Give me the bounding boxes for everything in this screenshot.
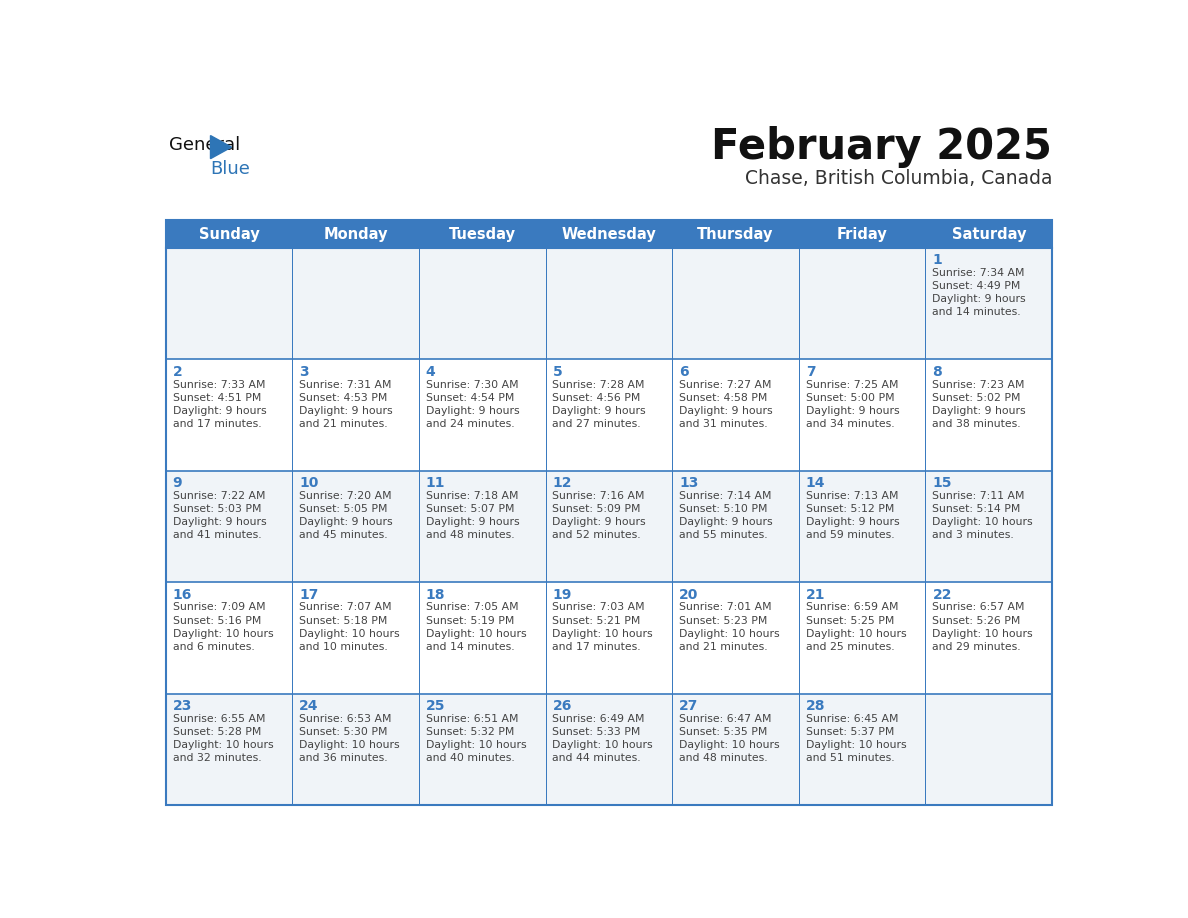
Text: Sunrise: 7:05 AM
Sunset: 5:19 PM
Daylight: 10 hours
and 14 minutes.: Sunrise: 7:05 AM Sunset: 5:19 PM Dayligh… — [425, 602, 526, 652]
Text: 26: 26 — [552, 700, 571, 713]
Text: Sunrise: 7:01 AM
Sunset: 5:23 PM
Daylight: 10 hours
and 21 minutes.: Sunrise: 7:01 AM Sunset: 5:23 PM Dayligh… — [680, 602, 779, 652]
Text: 5: 5 — [552, 364, 562, 379]
Text: 23: 23 — [172, 700, 192, 713]
Text: Wednesday: Wednesday — [562, 227, 656, 241]
Text: Sunrise: 7:28 AM
Sunset: 4:56 PM
Daylight: 9 hours
and 27 minutes.: Sunrise: 7:28 AM Sunset: 4:56 PM Dayligh… — [552, 379, 646, 429]
Text: 6: 6 — [680, 364, 689, 379]
Text: Sunday: Sunday — [198, 227, 259, 241]
Text: 13: 13 — [680, 476, 699, 490]
Text: Sunrise: 7:20 AM
Sunset: 5:05 PM
Daylight: 9 hours
and 45 minutes.: Sunrise: 7:20 AM Sunset: 5:05 PM Dayligh… — [299, 491, 393, 540]
Text: Sunrise: 7:07 AM
Sunset: 5:18 PM
Daylight: 10 hours
and 10 minutes.: Sunrise: 7:07 AM Sunset: 5:18 PM Dayligh… — [299, 602, 400, 652]
Text: 19: 19 — [552, 588, 571, 602]
Text: Sunrise: 7:13 AM
Sunset: 5:12 PM
Daylight: 9 hours
and 59 minutes.: Sunrise: 7:13 AM Sunset: 5:12 PM Dayligh… — [805, 491, 899, 540]
Text: Sunrise: 7:22 AM
Sunset: 5:03 PM
Daylight: 9 hours
and 41 minutes.: Sunrise: 7:22 AM Sunset: 5:03 PM Dayligh… — [172, 491, 266, 540]
Text: Saturday: Saturday — [952, 227, 1026, 241]
Text: Sunrise: 6:57 AM
Sunset: 5:26 PM
Daylight: 10 hours
and 29 minutes.: Sunrise: 6:57 AM Sunset: 5:26 PM Dayligh… — [933, 602, 1034, 652]
Text: Friday: Friday — [836, 227, 887, 241]
Bar — [165, 220, 1053, 805]
Text: Sunrise: 6:49 AM
Sunset: 5:33 PM
Daylight: 10 hours
and 44 minutes.: Sunrise: 6:49 AM Sunset: 5:33 PM Dayligh… — [552, 714, 653, 763]
Text: Sunrise: 7:03 AM
Sunset: 5:21 PM
Daylight: 10 hours
and 17 minutes.: Sunrise: 7:03 AM Sunset: 5:21 PM Dayligh… — [552, 602, 653, 652]
Text: 12: 12 — [552, 476, 571, 490]
Text: 3: 3 — [299, 364, 309, 379]
Text: 27: 27 — [680, 700, 699, 713]
Text: Chase, British Columbia, Canada: Chase, British Columbia, Canada — [745, 170, 1053, 188]
Text: Sunrise: 7:16 AM
Sunset: 5:09 PM
Daylight: 9 hours
and 52 minutes.: Sunrise: 7:16 AM Sunset: 5:09 PM Dayligh… — [552, 491, 646, 540]
Text: 11: 11 — [425, 476, 446, 490]
Text: 14: 14 — [805, 476, 826, 490]
Text: Sunrise: 7:09 AM
Sunset: 5:16 PM
Daylight: 10 hours
and 6 minutes.: Sunrise: 7:09 AM Sunset: 5:16 PM Dayligh… — [172, 602, 273, 652]
Text: Sunrise: 7:23 AM
Sunset: 5:02 PM
Daylight: 9 hours
and 38 minutes.: Sunrise: 7:23 AM Sunset: 5:02 PM Dayligh… — [933, 379, 1026, 429]
Text: 9: 9 — [172, 476, 182, 490]
Text: 22: 22 — [933, 588, 952, 602]
Text: 17: 17 — [299, 588, 318, 602]
Bar — [165, 220, 1053, 248]
Text: 18: 18 — [425, 588, 446, 602]
Text: Sunrise: 7:31 AM
Sunset: 4:53 PM
Daylight: 9 hours
and 21 minutes.: Sunrise: 7:31 AM Sunset: 4:53 PM Dayligh… — [299, 379, 393, 429]
Text: 16: 16 — [172, 588, 192, 602]
Bar — [165, 583, 1053, 694]
Text: 4: 4 — [425, 364, 436, 379]
Text: 25: 25 — [425, 700, 446, 713]
Text: General: General — [170, 136, 241, 153]
Text: Sunrise: 7:27 AM
Sunset: 4:58 PM
Daylight: 9 hours
and 31 minutes.: Sunrise: 7:27 AM Sunset: 4:58 PM Dayligh… — [680, 379, 772, 429]
Bar — [165, 360, 1053, 471]
Text: Sunrise: 7:33 AM
Sunset: 4:51 PM
Daylight: 9 hours
and 17 minutes.: Sunrise: 7:33 AM Sunset: 4:51 PM Dayligh… — [172, 379, 266, 429]
Text: Monday: Monday — [323, 227, 387, 241]
Text: 28: 28 — [805, 700, 826, 713]
Text: 21: 21 — [805, 588, 826, 602]
Text: Sunrise: 6:55 AM
Sunset: 5:28 PM
Daylight: 10 hours
and 32 minutes.: Sunrise: 6:55 AM Sunset: 5:28 PM Dayligh… — [172, 714, 273, 763]
Text: 7: 7 — [805, 364, 815, 379]
Text: 2: 2 — [172, 364, 182, 379]
Text: 24: 24 — [299, 700, 318, 713]
Text: Sunrise: 7:25 AM
Sunset: 5:00 PM
Daylight: 9 hours
and 34 minutes.: Sunrise: 7:25 AM Sunset: 5:00 PM Dayligh… — [805, 379, 899, 429]
Bar — [165, 471, 1053, 583]
Bar — [165, 248, 1053, 360]
Text: Sunrise: 6:53 AM
Sunset: 5:30 PM
Daylight: 10 hours
and 36 minutes.: Sunrise: 6:53 AM Sunset: 5:30 PM Dayligh… — [299, 714, 400, 763]
Text: 15: 15 — [933, 476, 952, 490]
Text: Sunrise: 6:45 AM
Sunset: 5:37 PM
Daylight: 10 hours
and 51 minutes.: Sunrise: 6:45 AM Sunset: 5:37 PM Dayligh… — [805, 714, 906, 763]
Text: February 2025: February 2025 — [712, 126, 1053, 168]
Text: Sunrise: 6:59 AM
Sunset: 5:25 PM
Daylight: 10 hours
and 25 minutes.: Sunrise: 6:59 AM Sunset: 5:25 PM Dayligh… — [805, 602, 906, 652]
Bar — [165, 694, 1053, 805]
Text: 1: 1 — [933, 253, 942, 267]
Text: Blue: Blue — [210, 161, 251, 178]
Text: Sunrise: 6:47 AM
Sunset: 5:35 PM
Daylight: 10 hours
and 48 minutes.: Sunrise: 6:47 AM Sunset: 5:35 PM Dayligh… — [680, 714, 779, 763]
Text: Tuesday: Tuesday — [449, 227, 516, 241]
Text: Sunrise: 6:51 AM
Sunset: 5:32 PM
Daylight: 10 hours
and 40 minutes.: Sunrise: 6:51 AM Sunset: 5:32 PM Dayligh… — [425, 714, 526, 763]
Text: Thursday: Thursday — [697, 227, 773, 241]
Text: Sunrise: 7:11 AM
Sunset: 5:14 PM
Daylight: 10 hours
and 3 minutes.: Sunrise: 7:11 AM Sunset: 5:14 PM Dayligh… — [933, 491, 1034, 540]
Text: 10: 10 — [299, 476, 318, 490]
Polygon shape — [210, 136, 232, 159]
Text: Sunrise: 7:34 AM
Sunset: 4:49 PM
Daylight: 9 hours
and 14 minutes.: Sunrise: 7:34 AM Sunset: 4:49 PM Dayligh… — [933, 268, 1026, 317]
Text: 8: 8 — [933, 364, 942, 379]
Text: Sunrise: 7:14 AM
Sunset: 5:10 PM
Daylight: 9 hours
and 55 minutes.: Sunrise: 7:14 AM Sunset: 5:10 PM Dayligh… — [680, 491, 772, 540]
Text: Sunrise: 7:30 AM
Sunset: 4:54 PM
Daylight: 9 hours
and 24 minutes.: Sunrise: 7:30 AM Sunset: 4:54 PM Dayligh… — [425, 379, 519, 429]
Text: Sunrise: 7:18 AM
Sunset: 5:07 PM
Daylight: 9 hours
and 48 minutes.: Sunrise: 7:18 AM Sunset: 5:07 PM Dayligh… — [425, 491, 519, 540]
Text: 20: 20 — [680, 588, 699, 602]
